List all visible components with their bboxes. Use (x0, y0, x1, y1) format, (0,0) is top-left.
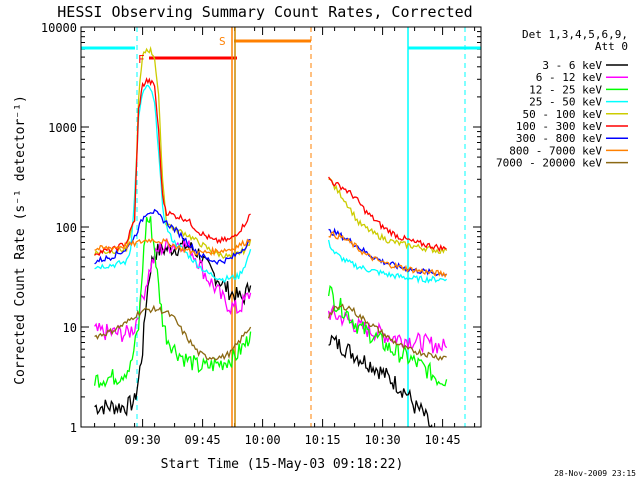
legend-entry: 25 - 50 keV (529, 96, 628, 109)
series-line-2 (93, 216, 252, 388)
series-line-6 (94, 208, 251, 266)
legend-label: 7000 - 20000 keV (496, 157, 602, 170)
series-line-5 (94, 76, 251, 256)
x-tick-label: 09:45 (185, 433, 221, 447)
plot-frame (80, 26, 482, 428)
series-line-4 (328, 177, 448, 255)
series-line-2 (327, 284, 448, 387)
legend-entry: 50 - 100 keV (523, 108, 628, 121)
x-tick-label: 10:00 (245, 433, 281, 447)
legend-label: 3 - 6 keV (542, 59, 602, 72)
x-tick-label: 10:45 (425, 433, 461, 447)
legend-label: 100 - 300 keV (516, 120, 602, 133)
x-tick-label: 10:30 (365, 433, 401, 447)
y-axis-label: Corrected Count Rate (s⁻¹ detector⁻¹) (13, 95, 28, 385)
flare-label: F (138, 53, 145, 66)
legend-header-line2: Att 0 (595, 40, 628, 53)
legend-label: 12 - 25 keV (529, 83, 602, 96)
chart-title: HESSI Observing Summary Count Rates, Cor… (57, 3, 472, 21)
x-axis-label: Start Time (15-May-03 09:18:22) (161, 457, 404, 472)
legend-entry: 300 - 800 keV (516, 132, 628, 145)
y-tick-label: 1000 (48, 121, 77, 135)
legend-label: 800 - 7000 keV (509, 144, 602, 157)
y-tick-label: 10 (63, 321, 77, 335)
series-line-8 (327, 303, 447, 361)
series-line-3 (327, 239, 448, 285)
y-tick-label: 100 (55, 221, 77, 235)
x-tick-label: 10:15 (305, 433, 341, 447)
x-tick-label: 09:30 (125, 433, 161, 447)
footer-timestamp: 28-Nov-2009 23:15 (554, 469, 636, 478)
legend-label: 50 - 100 keV (523, 108, 603, 121)
legend-entry: 3 - 6 keV (542, 59, 628, 72)
saa-label: S (219, 35, 226, 48)
legend-entry: 6 - 12 keV (536, 71, 628, 84)
legend-entry: 12 - 25 keV (529, 83, 628, 96)
series-line-6 (328, 227, 448, 277)
legend-header-line1: Det 1,3,4,5,6,9, (522, 28, 628, 41)
legend-entry: 100 - 300 keV (516, 120, 628, 133)
legend-entry: 7000 - 20000 keV (496, 157, 628, 170)
series-layer (93, 45, 448, 427)
series-line-0 (328, 334, 433, 427)
series-line-5 (328, 176, 447, 253)
series-line-8 (94, 304, 252, 361)
series-line-4 (93, 45, 252, 260)
y-tick-label: 10000 (41, 21, 77, 35)
annotation-layer (81, 27, 481, 427)
series-line-7 (328, 231, 448, 278)
series-line-3 (94, 84, 252, 284)
legend-entry: 800 - 7000 keV (509, 144, 628, 157)
legend-label: 25 - 50 keV (529, 96, 602, 109)
legend-label: 300 - 800 keV (516, 132, 602, 145)
series-line-7 (94, 237, 252, 257)
legend-label: 6 - 12 keV (536, 71, 603, 84)
y-tick-label: 1 (70, 421, 77, 435)
